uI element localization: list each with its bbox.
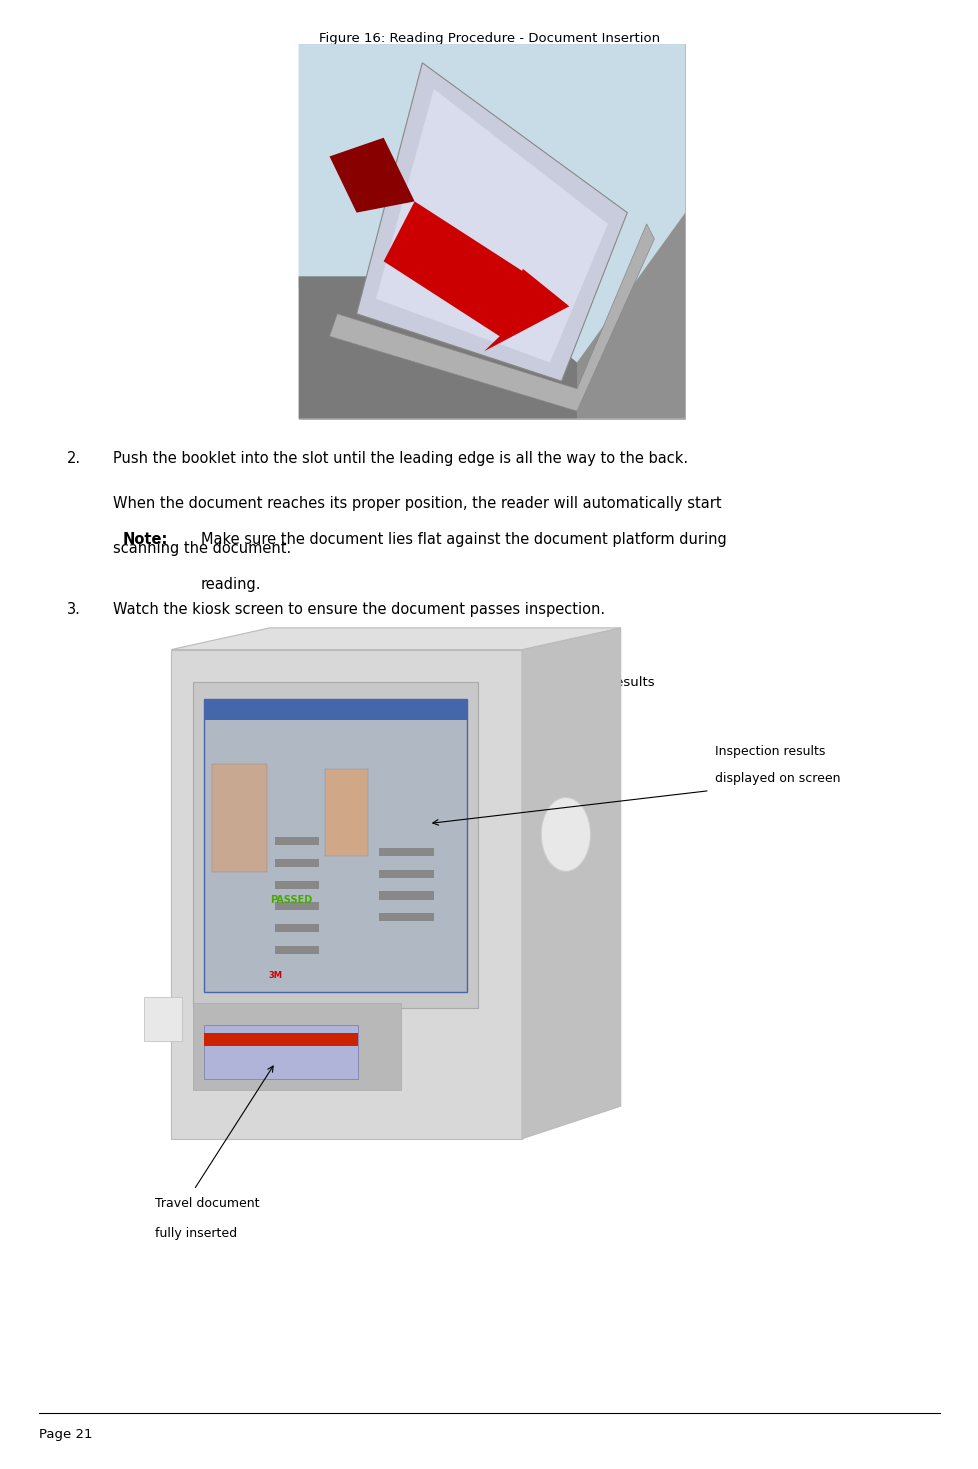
Text: 3.: 3. <box>67 602 80 617</box>
Bar <box>275 924 319 933</box>
Text: reading.: reading. <box>200 577 261 592</box>
Bar <box>127 617 675 1161</box>
Text: Figure 17: Reading Procedure - Inspection Results: Figure 17: Reading Procedure - Inspectio… <box>324 676 654 689</box>
Text: Page 21: Page 21 <box>39 1428 93 1441</box>
Bar <box>144 997 182 1042</box>
Polygon shape <box>484 269 568 351</box>
Polygon shape <box>383 201 530 336</box>
Text: Inspection results: Inspection results <box>714 745 824 758</box>
Polygon shape <box>376 90 607 363</box>
Text: Figure 16: Reading Procedure - Document Insertion: Figure 16: Reading Procedure - Document … <box>319 32 659 46</box>
Bar <box>203 699 467 992</box>
Text: When the document reaches its proper position, the reader will automatically sta: When the document reaches its proper pos… <box>112 497 721 511</box>
Bar <box>298 44 685 419</box>
Bar <box>203 698 467 720</box>
Text: displayed on screen: displayed on screen <box>714 771 839 784</box>
Polygon shape <box>576 213 685 419</box>
Bar <box>379 848 434 856</box>
Bar <box>212 764 267 873</box>
Bar <box>275 859 319 867</box>
Polygon shape <box>356 63 627 382</box>
Text: 3M: 3M <box>268 971 282 980</box>
Polygon shape <box>298 44 685 419</box>
Polygon shape <box>521 627 620 1138</box>
Bar <box>275 837 319 845</box>
Text: Push the booklet into the slot until the leading edge is all the way to the back: Push the booklet into the slot until the… <box>112 451 687 466</box>
Text: Watch the kiosk screen to ensure the document passes inspection.: Watch the kiosk screen to ensure the doc… <box>112 602 604 617</box>
Polygon shape <box>330 223 653 411</box>
Bar <box>379 870 434 878</box>
Bar <box>275 946 319 953</box>
Text: fully inserted: fully inserted <box>155 1227 237 1240</box>
Polygon shape <box>171 627 620 649</box>
Bar <box>193 682 477 1008</box>
Circle shape <box>541 798 590 871</box>
Text: scanning the document.: scanning the document. <box>112 542 290 557</box>
Bar <box>203 1033 357 1046</box>
Text: Make sure the document lies flat against the document platform during: Make sure the document lies flat against… <box>200 532 726 546</box>
Bar <box>379 914 434 921</box>
Polygon shape <box>171 649 521 1138</box>
Polygon shape <box>330 138 414 213</box>
Text: 2.: 2. <box>67 451 80 466</box>
Bar <box>325 770 368 856</box>
Text: PASSED: PASSED <box>270 895 313 905</box>
Text: Travel document: Travel document <box>155 1197 259 1210</box>
Bar <box>193 1003 401 1090</box>
Bar <box>203 1025 357 1078</box>
Bar <box>379 892 434 899</box>
Polygon shape <box>298 276 576 419</box>
Bar <box>275 880 319 889</box>
Bar <box>275 902 319 911</box>
Text: Note:: Note: <box>122 532 167 546</box>
